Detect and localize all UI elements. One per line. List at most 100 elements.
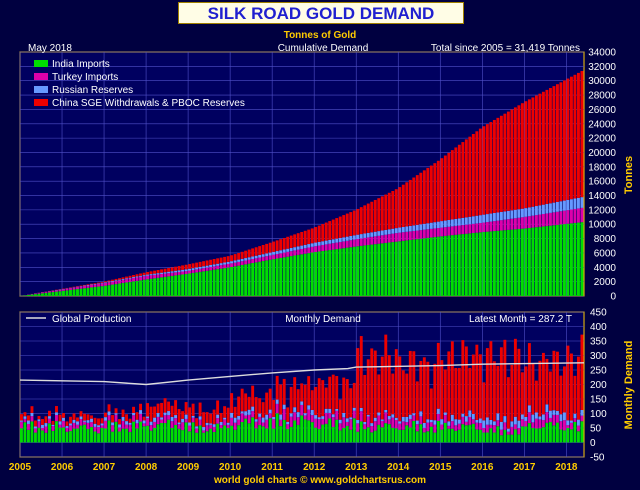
monthly-bar-segment: [135, 428, 139, 443]
cumulative-bar-russian: [265, 253, 269, 257]
cumulative-bar-india: [216, 269, 220, 296]
monthly-y-tick-350: 350: [590, 337, 607, 348]
monthly-bar-segment: [569, 420, 573, 423]
monthly-bar-segment: [107, 420, 111, 443]
monthly-bar-segment: [394, 417, 398, 421]
monthly-bar-segment: [366, 416, 370, 428]
cumulative-y-tick-16000: 16000: [588, 177, 616, 188]
cumulative-bar-india: [531, 227, 535, 296]
cumulative-bar-turkey: [142, 276, 146, 280]
cumulative-bar-turkey: [352, 239, 356, 247]
monthly-y-tick-200: 200: [590, 380, 607, 391]
monthly-bar-segment: [90, 427, 93, 443]
monthly-bar-segment: [258, 398, 262, 414]
cumulative-bar-india: [51, 292, 55, 296]
monthly-bar-segment: [34, 420, 37, 427]
cumulative-bar-china: [573, 74, 577, 199]
cumulative-bar-china: [93, 283, 97, 284]
cumulative-bar-turkey: [447, 226, 451, 236]
monthly-bar-segment: [156, 424, 160, 443]
cumulative-bar-turkey: [464, 224, 468, 234]
monthly-bar-segment: [118, 431, 121, 443]
cumulative-bar-turkey: [48, 291, 51, 293]
cumulative-bar-turkey: [230, 263, 234, 267]
cumulative-bar-china: [265, 243, 269, 254]
cumulative-bar-china: [282, 237, 286, 250]
monthly-bar-segment: [419, 424, 423, 443]
monthly-bar-segment: [454, 419, 458, 426]
cumulative-bar-china: [384, 194, 388, 230]
cumulative-bar-china: [104, 281, 107, 283]
monthly-bar-segment: [44, 432, 48, 443]
monthly-bar-segment: [405, 422, 409, 426]
cumulative-bar-turkey: [324, 244, 328, 251]
cumulative-bar-china: [209, 259, 213, 265]
cumulative-bar-china: [174, 266, 178, 271]
monthly-bar-segment: [317, 428, 321, 443]
monthly-bar-segment: [552, 410, 556, 415]
monthly-bar-segment: [573, 418, 577, 422]
cumulative-bar-turkey: [349, 240, 353, 248]
monthly-bar-segment: [51, 425, 55, 431]
cumulative-bar-china: [401, 184, 405, 228]
monthly-bar-segment: [20, 414, 23, 421]
monthly-bar-segment: [111, 425, 114, 432]
monthly-bar-segment: [118, 424, 121, 428]
cumulative-bar-russian: [331, 239, 335, 244]
cumulative-bar-china: [272, 241, 276, 252]
monthly-bar-segment: [72, 413, 76, 420]
cumulative-bar-russian: [468, 216, 472, 225]
monthly-bar-segment: [156, 403, 160, 414]
monthly-bar-segment: [510, 434, 514, 443]
monthly-bar-segment: [366, 427, 370, 443]
monthly-bar-segment: [548, 421, 552, 443]
monthly-bar-segment: [55, 412, 58, 415]
cumulative-bar-india: [244, 264, 248, 296]
cumulative-bar-china: [569, 76, 573, 200]
x-tick-labels: 2005 2006 2007 2008 2009 2010 2011 2012 2013 2014…: [9, 462, 578, 473]
monthly-bar-segment: [62, 417, 65, 421]
cumulative-bar-india: [520, 228, 524, 296]
monthly-bar-segment: [275, 399, 279, 404]
cumulative-bar-china: [457, 144, 461, 219]
monthly-bar-segment: [391, 417, 395, 428]
cumulative-bar-china: [422, 170, 426, 224]
monthly-bar-segment: [251, 406, 255, 412]
monthly-bar-segment: [496, 413, 500, 421]
monthly-bar-segment: [62, 427, 65, 443]
cumulative-bar-india: [184, 273, 188, 296]
cumulative-bar-china: [107, 280, 111, 282]
cumulative-bar-china: [366, 203, 370, 233]
monthly-bar-segment: [167, 419, 171, 443]
monthly-bar-segment: [573, 413, 577, 419]
monthly-bar-segment: [163, 398, 167, 413]
monthly-bar-segment: [247, 409, 251, 415]
cumulative-bar-india: [394, 241, 398, 296]
monthly-bar-segment: [300, 383, 304, 402]
monthly-bar-segment: [534, 380, 538, 413]
cumulative-bar-turkey: [170, 272, 174, 276]
monthly-bar-segment: [195, 432, 199, 443]
monthly-bar-segment: [195, 426, 199, 429]
cumulative-bar-russian: [258, 254, 262, 258]
x-tick-2013: 2013: [345, 462, 368, 473]
monthly-bar-segment: [223, 417, 227, 420]
monthly-bar-segment: [48, 410, 51, 417]
cumulative-bar-india: [412, 239, 416, 296]
cumulative-bar-india: [233, 266, 237, 296]
cumulative-bar-russian: [534, 206, 538, 216]
cumulative-bar-turkey: [394, 233, 398, 242]
cumulative-bar-russian: [219, 263, 223, 266]
cumulative-bar-china: [443, 155, 447, 221]
monthly-bar-segment: [167, 411, 171, 416]
monthly-bar-segment: [86, 420, 90, 423]
monthly-bar-segment: [562, 430, 566, 443]
cumulative-bar-russian: [146, 274, 150, 276]
monthly-bar-segment: [90, 422, 93, 428]
cumulative-bar-turkey: [534, 215, 538, 228]
monthly-bar-segment: [237, 396, 241, 416]
monthly-bar-segment: [394, 420, 398, 429]
cumulative-bar-turkey: [181, 271, 185, 275]
cumulative-bar-india: [111, 284, 114, 296]
monthly-bar-segment: [328, 418, 332, 443]
